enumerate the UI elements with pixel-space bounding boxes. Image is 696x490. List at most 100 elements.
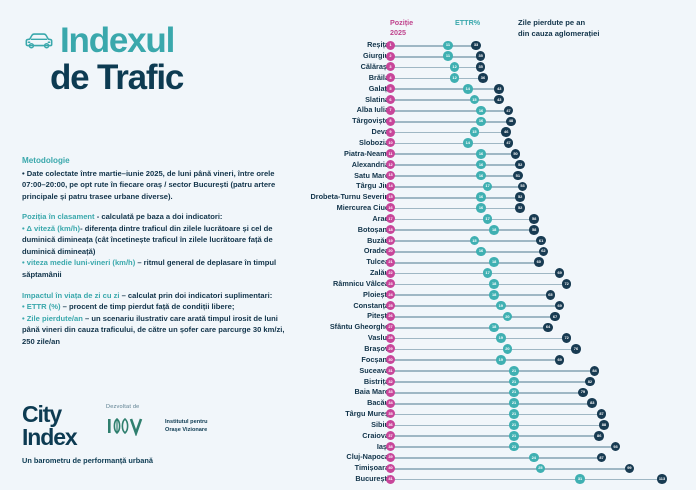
position-dot[interactable]: 23 [386,279,395,289]
table-row[interactable]: Slobozia 10 14 47 [290,138,696,149]
position-dot[interactable]: 22 [386,268,395,278]
table-row[interactable]: Bacău 34 21 83 [290,398,696,409]
days-lost-dot[interactable]: 52 [515,203,525,213]
days-lost-dot[interactable]: 93 [610,441,621,452]
position-dot[interactable]: 12 [386,160,395,170]
ettr-dot[interactable]: 18 [489,224,499,235]
days-lost-dot[interactable]: 43 [494,83,505,94]
position-dot[interactable]: 3 [386,62,395,72]
ettr-dot[interactable]: 16 [476,192,486,202]
days-lost-dot[interactable]: 84 [589,365,600,376]
table-row[interactable]: Sibiu 36 21 88 [290,420,696,431]
ettr-dot[interactable]: 18 [489,279,499,289]
position-dot[interactable]: 13 [386,170,395,180]
table-row[interactable]: Sfântu Gheorghe 27 18 64 [290,322,696,333]
days-lost-dot[interactable]: 52 [515,159,525,170]
days-lost-dot[interactable]: 113 [657,474,667,484]
position-dot[interactable]: 28 [386,333,395,343]
table-row[interactable]: Brașov 29 20 76 [290,344,696,355]
ettr-dot[interactable]: 12 [449,73,460,83]
position-dot[interactable]: 6 [386,95,395,105]
table-row[interactable]: Bistrița 32 21 82 [290,376,696,387]
table-row[interactable]: Râmnicu Vâlcea 23 18 72 [290,279,696,290]
table-row[interactable]: Alexandria 12 16 52 [290,159,696,170]
table-row[interactable]: Suceava 31 21 84 [290,365,696,376]
ettr-dot[interactable]: 15 [469,94,480,105]
days-lost-dot[interactable]: 52 [515,192,525,202]
table-row[interactable]: Tulcea 21 18 60 [290,257,696,268]
ettr-dot[interactable]: 19 [496,300,506,311]
table-row[interactable]: Piatra-Neamț 11 16 50 [290,148,696,159]
position-dot[interactable]: 27 [386,322,395,332]
position-dot[interactable]: 2 [386,51,395,61]
ettr-dot[interactable]: 21 [509,409,519,419]
position-dot[interactable]: 10 [386,138,395,148]
position-dot[interactable]: 14 [386,181,395,191]
days-lost-dot[interactable]: 35 [475,62,486,72]
ettr-dot[interactable]: 21 [509,376,519,387]
position-dot[interactable]: 32 [386,376,395,386]
ettr-dot[interactable]: 25 [535,463,546,474]
ettr-dot[interactable]: 11 [443,40,453,51]
position-dot[interactable]: 40 [386,463,395,473]
position-dot[interactable]: 35 [386,409,395,419]
table-row[interactable]: Slatina 6 15 43 [290,94,696,105]
ettr-dot[interactable]: 21 [509,387,519,398]
position-dot[interactable]: 33 [386,387,395,397]
days-lost-dot[interactable]: 69 [554,268,565,278]
days-lost-dot[interactable]: 50 [510,149,521,159]
days-lost-dot[interactable]: 53 [517,181,528,192]
table-row[interactable]: Târgoviște 8 16 48 [290,116,696,127]
ettr-dot[interactable]: 16 [476,159,486,170]
days-lost-dot[interactable]: 43 [494,94,505,105]
table-row[interactable]: Constanța 25 19 69 [290,300,696,311]
table-row[interactable]: Reșița 1 11 33 [290,40,696,51]
days-lost-dot[interactable]: 48 [506,116,516,127]
table-row[interactable]: Giurgiu 2 11 35 [290,51,696,62]
ettr-dot[interactable]: 17 [482,268,493,278]
days-lost-dot[interactable]: 69 [554,300,565,311]
ettr-dot[interactable]: 14 [463,83,473,94]
position-dot[interactable]: 30 [386,355,395,365]
position-dot[interactable]: 29 [386,344,395,354]
days-lost-dot[interactable]: 87 [596,409,607,419]
table-row[interactable]: Miercurea Ciuc 16 16 52 [290,203,696,214]
table-row[interactable]: București 41 31 113 [290,474,696,485]
days-lost-dot[interactable]: 51 [513,170,523,181]
days-lost-dot[interactable]: 47 [503,105,514,116]
days-lost-dot[interactable]: 47 [503,138,514,148]
ettr-dot[interactable]: 20 [502,344,513,354]
position-dot[interactable]: 21 [386,257,395,267]
days-lost-dot[interactable]: 72 [561,279,572,289]
ettr-dot[interactable]: 24 [529,452,539,463]
position-dot[interactable]: 25 [386,301,395,311]
position-dot[interactable]: 11 [386,149,395,159]
days-lost-dot[interactable]: 36 [478,73,488,83]
position-dot[interactable]: 18 [386,225,395,235]
ettr-dot[interactable]: 21 [509,430,519,441]
days-lost-dot[interactable]: 88 [599,420,609,430]
days-lost-dot[interactable]: 69 [554,355,565,365]
ettr-dot[interactable]: 21 [509,420,519,430]
position-dot[interactable]: 36 [386,420,395,430]
table-row[interactable]: Brăila 4 12 36 [290,73,696,84]
ettr-dot[interactable]: 16 [476,203,486,213]
table-row[interactable]: Drobeta-Turnu Severin 15 16 52 [290,192,696,203]
table-row[interactable]: Galați 5 14 43 [290,83,696,94]
table-row[interactable]: Iași 38 21 93 [290,441,696,452]
table-row[interactable]: Buzău 19 15 61 [290,235,696,246]
ettr-dot[interactable]: 18 [489,257,499,268]
table-row[interactable]: Focșani 30 19 69 [290,354,696,365]
ettr-dot[interactable]: 31 [575,474,585,484]
table-row[interactable]: Ploiești 24 18 65 [290,289,696,300]
position-dot[interactable]: 37 [386,431,395,441]
days-lost-dot[interactable]: 35 [475,51,486,62]
days-lost-dot[interactable]: 87 [596,452,607,463]
days-lost-dot[interactable]: 58 [529,224,539,235]
table-row[interactable]: Târgu Mureș 35 21 87 [290,409,696,420]
table-row[interactable]: Craiova 37 21 86 [290,430,696,441]
table-row[interactable]: Timișoara 40 25 99 [290,463,696,474]
position-dot[interactable]: 7 [386,105,395,115]
position-dot[interactable]: 1 [386,40,395,50]
ettr-dot[interactable]: 12 [449,62,460,72]
